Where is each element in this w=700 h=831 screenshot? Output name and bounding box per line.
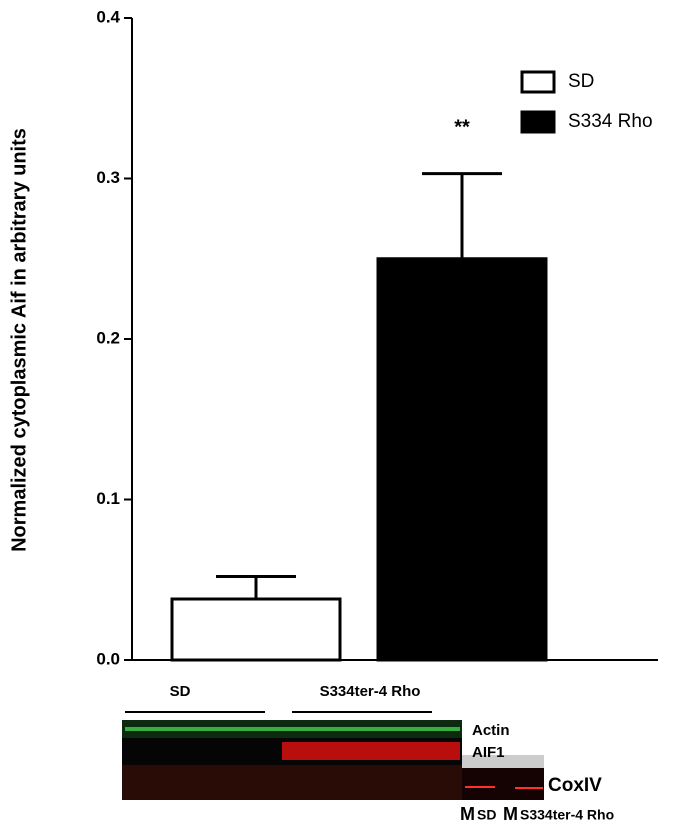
band-label: Actin	[472, 722, 510, 739]
lane-label: SD	[477, 807, 496, 823]
legend-swatch	[522, 112, 554, 132]
chart: Normalized cytoplasmic Aif in arbitrary …	[0, 0, 700, 826]
legend-label: SD	[568, 71, 594, 92]
annotation: **	[454, 116, 470, 138]
legend-label: S334 Rho	[568, 111, 653, 132]
legend-swatch	[522, 72, 554, 92]
lane-label: S334ter-4 Rho	[520, 807, 614, 823]
band-label: CoxIV	[548, 775, 602, 796]
y-tick-label: 0.2	[96, 328, 120, 347]
y-tick-label: 0.4	[96, 7, 120, 26]
y-tick-label: 0.1	[96, 489, 120, 508]
y-axis-label: Normalized cytoplasmic Aif in arbitrary …	[8, 128, 30, 552]
bar	[172, 599, 340, 660]
lane-label: M	[503, 804, 518, 824]
band-label: AIF1	[472, 744, 505, 761]
lane-label: M	[460, 804, 475, 824]
y-tick-label: 0.3	[96, 168, 120, 187]
group-label: S334ter-4 Rho	[320, 683, 421, 700]
y-tick-label: 0.0	[96, 649, 120, 668]
group-label: SD	[170, 683, 191, 700]
bar	[378, 259, 546, 660]
